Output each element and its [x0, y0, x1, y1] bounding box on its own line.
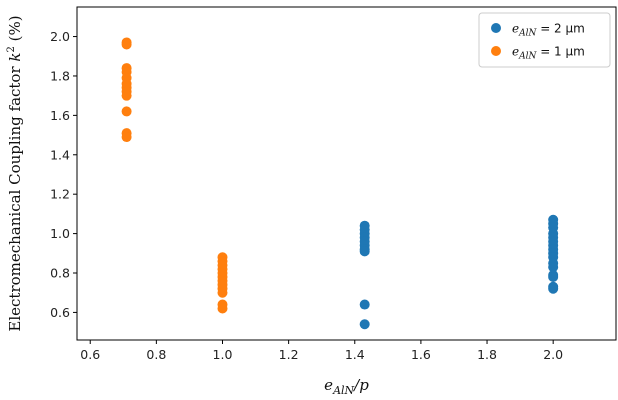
- x-tick-label: 1.6: [411, 347, 431, 362]
- legend-marker-series-1: [491, 23, 501, 33]
- legend-marker-series-2: [491, 46, 501, 56]
- legend-label-series-1: eAlN = 2 µm: [512, 22, 585, 39]
- y-axis-label-symbol: k: [6, 53, 24, 62]
- x-tick-label: 1.2: [279, 347, 299, 362]
- data-point-series-1: [548, 271, 559, 282]
- data-point-series-1: [359, 246, 370, 257]
- x-tick-label: 1.8: [477, 347, 497, 362]
- y-axis-label-unit: (%): [6, 15, 24, 46]
- y-tick-label: 0.8: [50, 266, 70, 281]
- data-point-series-2: [217, 303, 228, 314]
- data-point-series-2: [121, 132, 132, 143]
- plot-area-frame: [76, 6, 617, 341]
- data-point-series-1: [548, 283, 559, 294]
- data-point-series-2: [121, 106, 132, 117]
- y-axis-ticks: 0.6 0.8 1.0 1.2 1.4 1.6 1.8 2.0: [50, 29, 77, 320]
- x-axis-label-main: e: [324, 376, 333, 394]
- y-axis-label: Electromechanical Coupling factor k2 (%): [6, 15, 24, 331]
- data-point-series-2: [121, 39, 132, 50]
- y-tick-label: 1.0: [50, 226, 70, 241]
- x-axis-label-sub: AlN: [332, 384, 354, 397]
- data-point-series-2: [121, 90, 132, 101]
- y-tick-label: 0.6: [50, 305, 70, 320]
- x-axis-ticks: 0.6 0.8 1.0 1.2 1.4 1.6 1.8 2.0: [80, 340, 563, 362]
- x-axis-label-rest: /p: [352, 376, 369, 394]
- y-axis-label-main: Electromechanical Coupling factor: [6, 62, 24, 332]
- y-tick-label: 1.2: [50, 187, 70, 202]
- data-point-series-2: [217, 287, 228, 298]
- data-points: [121, 37, 559, 330]
- x-tick-label: 1.4: [345, 347, 365, 362]
- legend-box: [478, 12, 611, 68]
- legend-label-series-2: eAlN = 1 µm: [512, 45, 585, 62]
- x-tick-label: 0.8: [146, 347, 166, 362]
- data-point-series-1: [359, 299, 370, 310]
- y-tick-label: 2.0: [50, 29, 70, 44]
- y-tick-label: 1.6: [50, 108, 70, 123]
- y-tick-label: 1.8: [50, 68, 70, 83]
- y-axis-label-sup: 2: [6, 46, 17, 52]
- x-tick-label: 2.0: [543, 347, 563, 362]
- x-tick-label: 0.6: [80, 347, 100, 362]
- x-tick-label: 1.0: [213, 347, 233, 362]
- x-axis-label: eAlN/p: [324, 376, 369, 397]
- data-point-series-1: [548, 262, 559, 273]
- y-tick-label: 1.4: [50, 147, 70, 162]
- data-point-series-1: [359, 319, 370, 330]
- legend: eAlN = 2 µm eAlN = 1 µm: [478, 12, 611, 68]
